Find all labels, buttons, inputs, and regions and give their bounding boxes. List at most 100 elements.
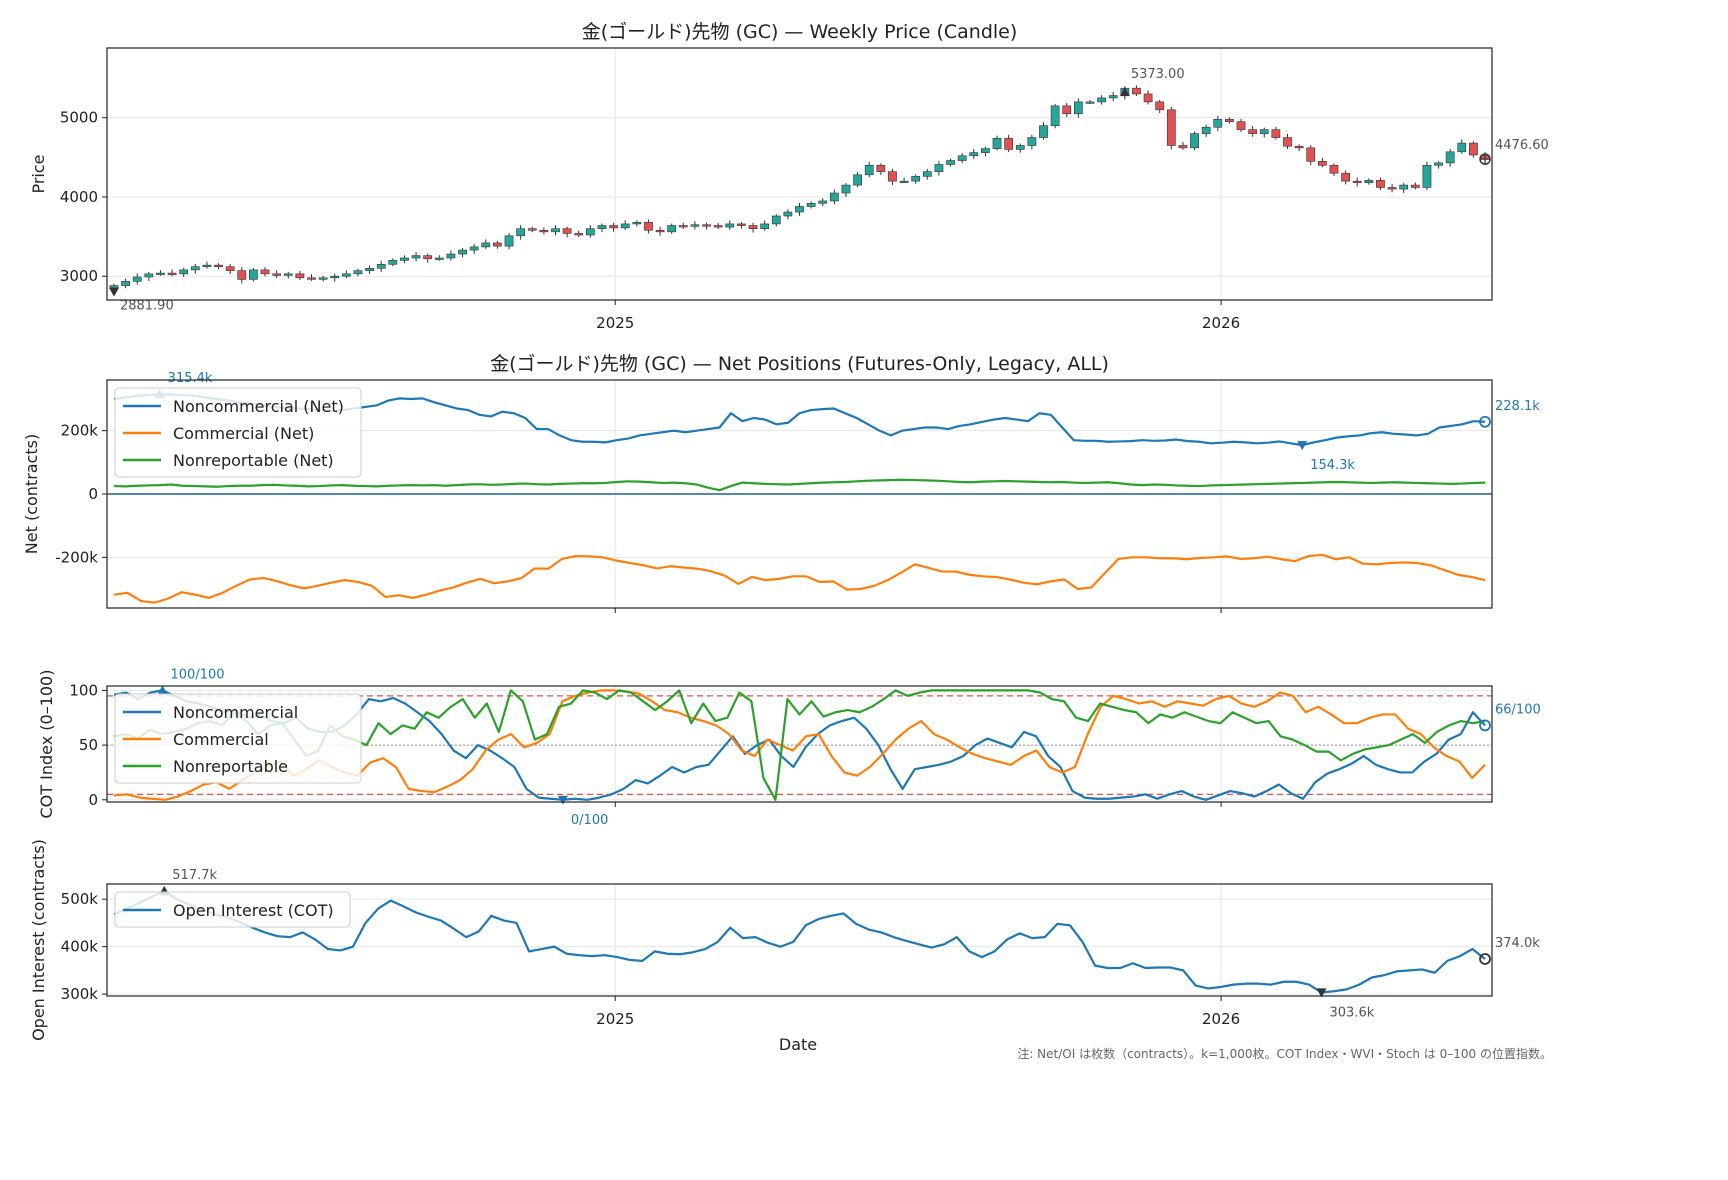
chart-title: 金(ゴールド)先物 (GC) — Net Positions (Futures-… [490, 353, 1109, 375]
last-marker [1479, 953, 1491, 965]
candle-body [1329, 164, 1339, 174]
candle-body [841, 184, 851, 194]
candle-body [388, 260, 398, 265]
candle [202, 261, 212, 269]
candle-body [1050, 105, 1060, 126]
candle [1399, 183, 1409, 193]
candle-body [237, 270, 247, 280]
candle-body [190, 266, 200, 271]
candle [388, 258, 398, 267]
legend-item: Noncommercial [173, 703, 298, 722]
candle-body [574, 233, 584, 236]
candle-body [1190, 133, 1199, 149]
candle [632, 220, 642, 227]
candle [1132, 85, 1141, 96]
candle-body [144, 273, 154, 278]
last-label: 374.0k [1495, 936, 1540, 951]
candle-body [899, 180, 909, 183]
candle-body [771, 215, 781, 225]
y-axis-label: Net (contracts) [22, 434, 41, 554]
candle-body [318, 277, 328, 280]
candle [1376, 177, 1385, 191]
last-label: 66/100 [1495, 702, 1541, 717]
axes-frame [106, 379, 1493, 609]
min-marker [1316, 988, 1327, 998]
candle [1271, 126, 1281, 140]
candle [1085, 99, 1095, 104]
legend-item: Open Interest (COT) [173, 901, 334, 920]
candle-body [1004, 138, 1014, 150]
max-label: 100/100 [171, 667, 225, 682]
candle-body [667, 225, 677, 233]
candle [934, 160, 944, 176]
candle-body [551, 228, 560, 233]
candle [1387, 183, 1397, 193]
candle [1039, 122, 1048, 140]
candle [365, 265, 374, 274]
candle-body [853, 174, 862, 186]
candle [1294, 144, 1304, 152]
candle-body [702, 224, 711, 227]
candle-body [829, 192, 839, 202]
y-tick-label: 0 [88, 485, 98, 503]
candle [353, 268, 363, 277]
candle-body [655, 229, 665, 233]
candle-body [585, 228, 595, 236]
candle-body [1132, 87, 1141, 95]
candle-body [1108, 95, 1118, 99]
y-axis-label: COT Index (0–100) [37, 670, 56, 819]
candle-body [330, 275, 340, 279]
legend: Noncommercial Commercial Nonreportable [114, 693, 362, 784]
candle-body [307, 277, 316, 280]
candle [527, 226, 537, 233]
candle-body [1236, 121, 1246, 130]
max-marker [1119, 87, 1130, 97]
candle-body [1341, 172, 1350, 182]
candle [725, 220, 735, 230]
candle [1062, 103, 1072, 118]
candle-body [1027, 137, 1037, 146]
candle [864, 161, 874, 178]
candle [853, 172, 862, 188]
candle [132, 273, 142, 285]
candle-body [400, 257, 409, 261]
candle-body [272, 273, 282, 276]
candle-body [876, 164, 886, 172]
candle [1073, 98, 1083, 118]
candle-body [1317, 161, 1327, 166]
candle-body [1085, 101, 1095, 104]
candle [1225, 117, 1234, 124]
candle [1445, 149, 1455, 167]
candle [1329, 163, 1339, 176]
candle [841, 183, 851, 197]
candle-body [957, 155, 967, 161]
candle-body [1155, 101, 1165, 111]
candle-body [725, 223, 735, 228]
chart-title: 金(ゴールド)先物 (GC) — Weekly Price (Candle) [582, 21, 1018, 43]
legend-frame [114, 387, 362, 478]
candle-body [1271, 129, 1281, 138]
candle-body [434, 257, 444, 260]
candle [411, 252, 421, 262]
y-axis-label: Open Interest (contracts) [29, 839, 48, 1041]
candle [214, 263, 223, 270]
candle-body [295, 273, 305, 279]
candle [1352, 177, 1362, 187]
candle-body [562, 228, 572, 234]
min-marker [557, 795, 568, 805]
candle-body [121, 281, 130, 286]
candle [1097, 95, 1106, 105]
candle [574, 230, 584, 237]
candle-body [1434, 162, 1443, 166]
max-label: 517.7k [172, 868, 217, 883]
candle [400, 255, 409, 263]
candle-body [1073, 101, 1083, 115]
candle [260, 267, 270, 277]
x-tick-label: 2026 [1202, 314, 1240, 332]
candle-body [341, 273, 351, 277]
footnote: 注: Net/OI は枚数（contracts）。k=1,000枚。COT In… [1017, 1046, 1552, 1061]
candle-body [493, 242, 502, 247]
candle [307, 274, 316, 281]
candle [644, 219, 653, 234]
candle-body [795, 206, 804, 213]
